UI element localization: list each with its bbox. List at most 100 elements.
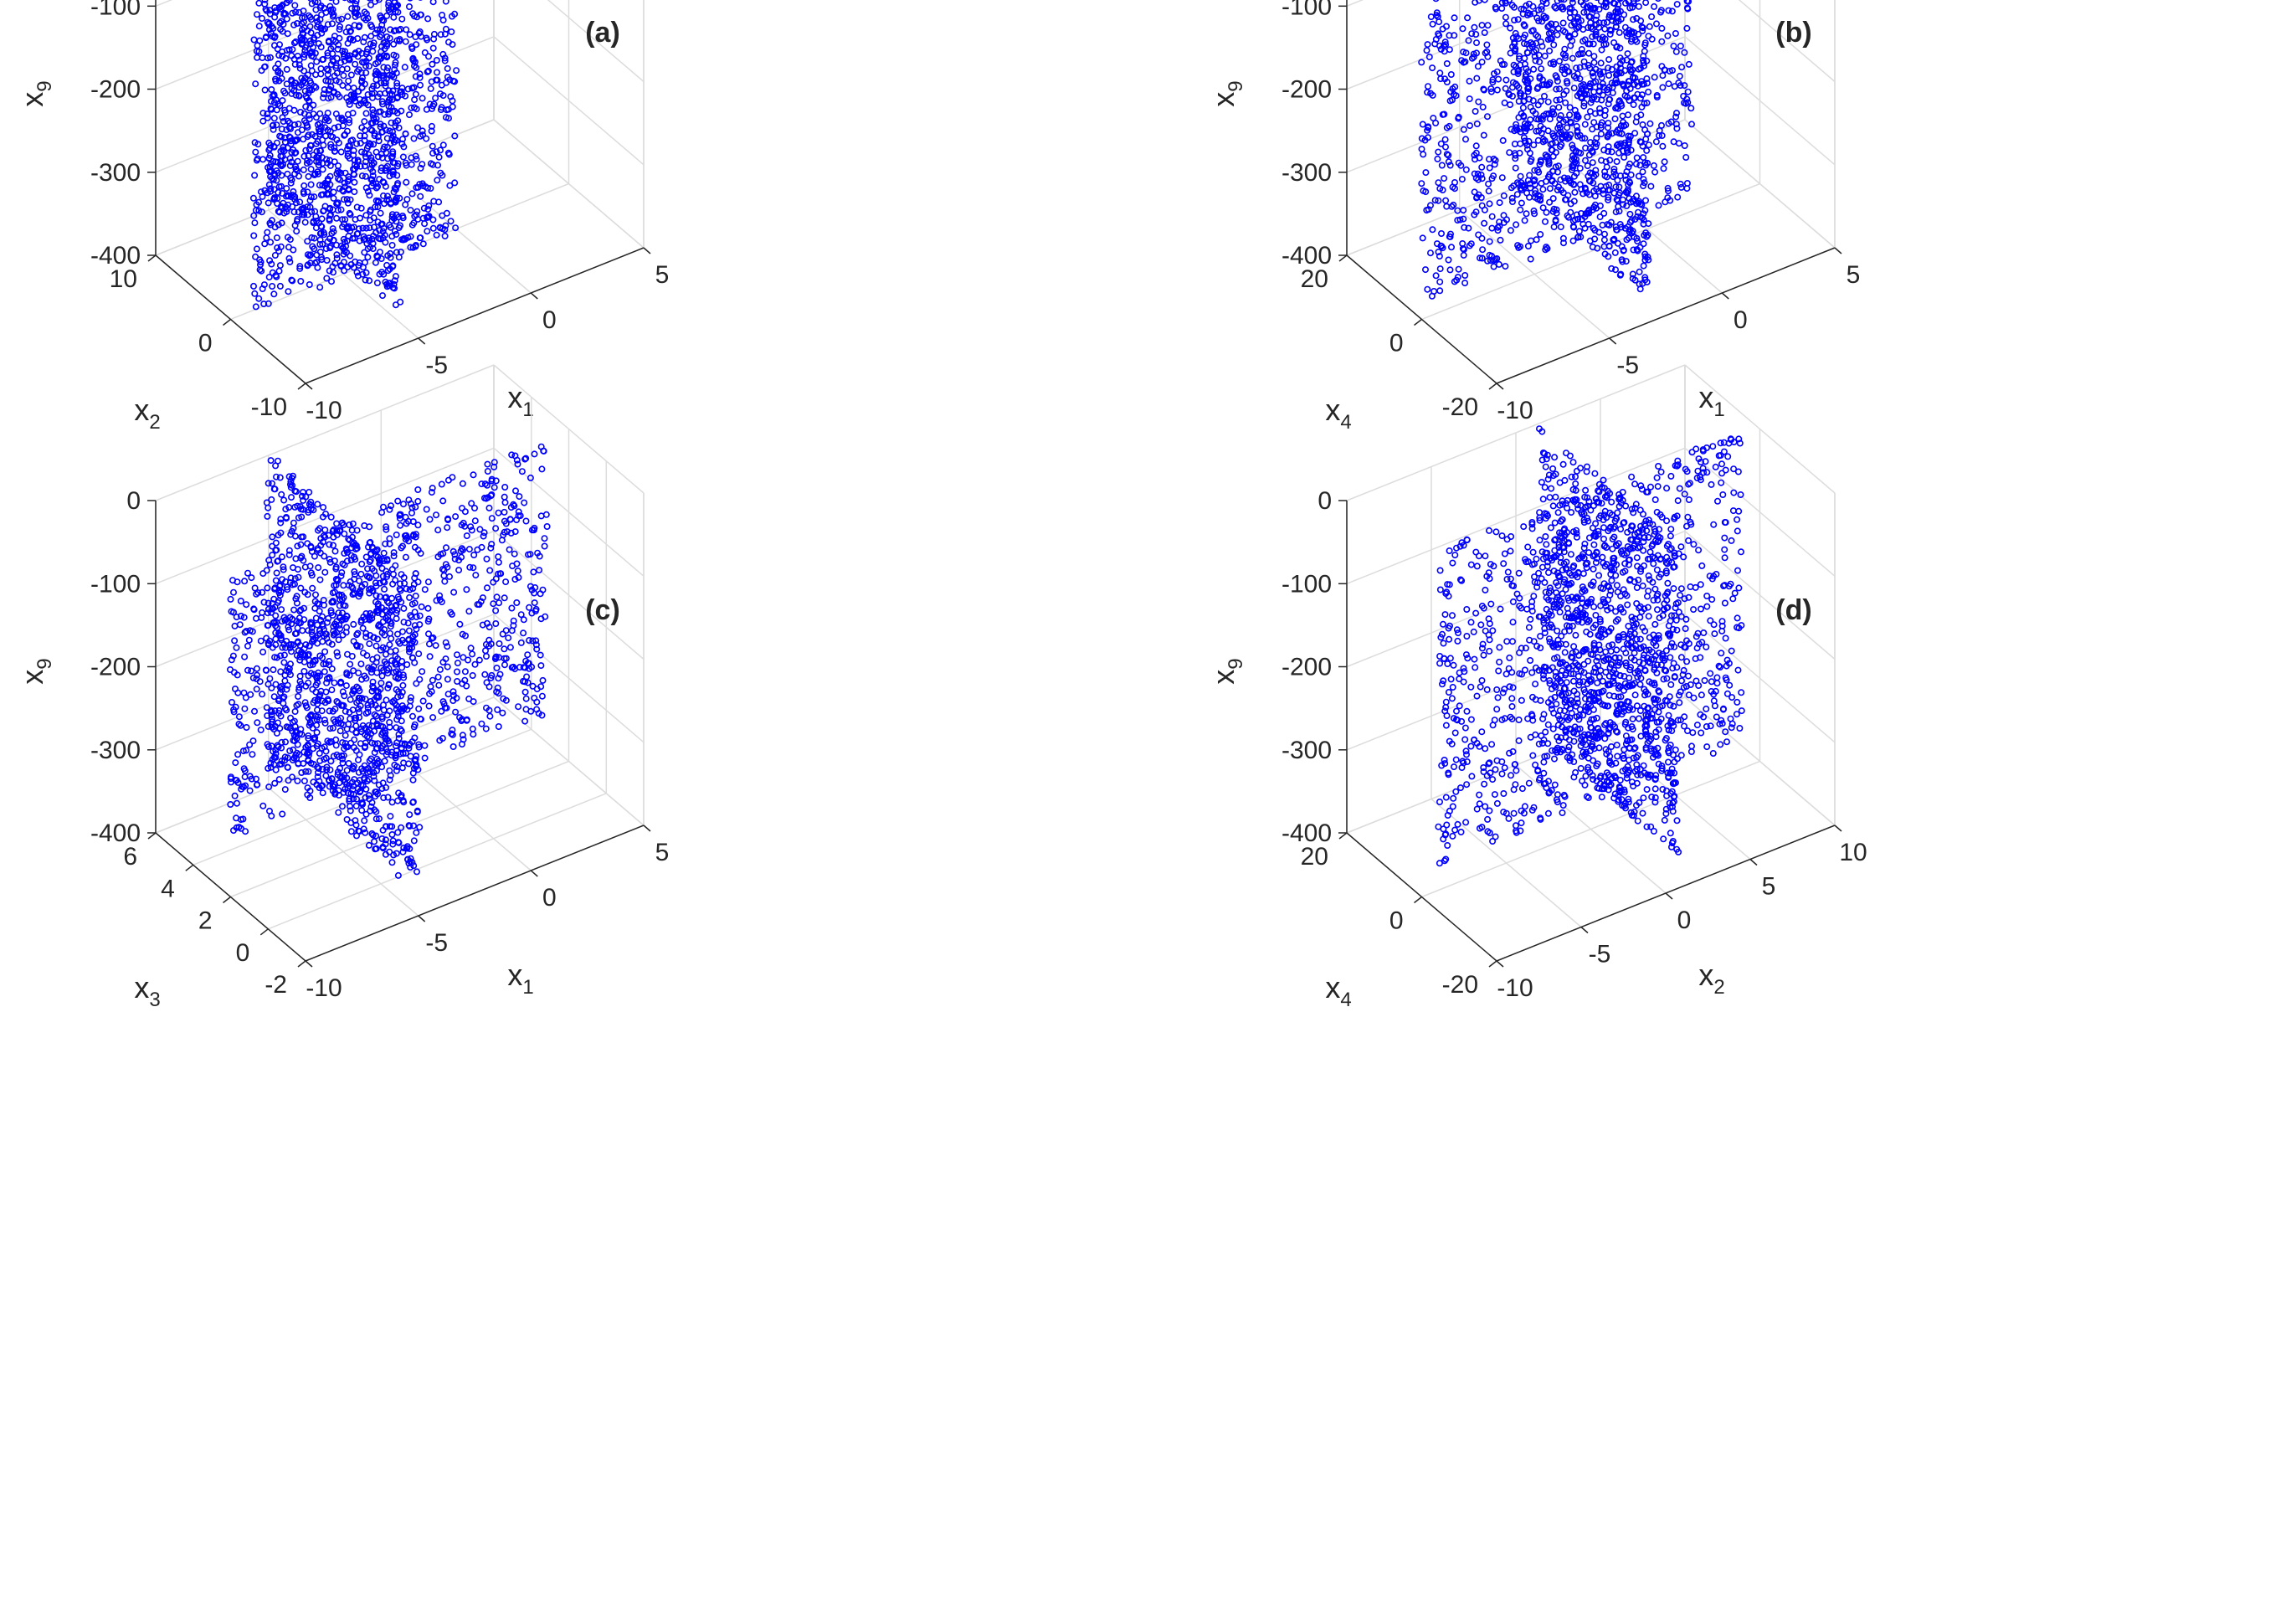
data-point: [285, 547, 293, 554]
data-point: [1509, 198, 1517, 206]
data-point: [1424, 41, 1431, 49]
data-point: [1617, 64, 1625, 72]
data-point: [1483, 41, 1491, 49]
data-point: [291, 79, 299, 86]
data-point: [1618, 243, 1626, 250]
data-point: [532, 605, 540, 613]
data-point: [1604, 132, 1611, 140]
data-point: [407, 855, 414, 862]
data-point: [371, 711, 378, 718]
data-point: [281, 738, 289, 746]
y-tick: [185, 864, 194, 871]
data-point: [326, 541, 333, 548]
data-point: [542, 511, 550, 518]
data-point: [1607, 27, 1615, 34]
data-point: [369, 172, 377, 180]
data-point: [277, 161, 285, 168]
data-point: [285, 254, 293, 262]
data-point: [378, 292, 386, 300]
data-point: [1630, 101, 1637, 109]
data-point: [253, 781, 260, 789]
data-point: [296, 263, 304, 270]
data-point: [1620, 81, 1627, 89]
data-point: [290, 21, 298, 28]
data-point: [305, 131, 312, 139]
data-point: [419, 668, 426, 676]
data-point: [1558, 0, 1564, 3]
data-point: [1530, 10, 1538, 18]
data-point: [412, 90, 419, 98]
data-point: [1645, 256, 1652, 264]
data-point: [268, 496, 275, 503]
data-point: [339, 47, 347, 54]
data-point: [1631, 130, 1639, 137]
data-point: [345, 223, 352, 230]
data-point: [1570, 18, 1578, 26]
data-point: [1647, 182, 1655, 190]
data-point: [329, 783, 336, 790]
data-point: [537, 683, 545, 691]
data-point: [1582, 144, 1590, 152]
data-point: [1552, 218, 1559, 225]
data-point: [393, 53, 400, 60]
data-point: [322, 77, 330, 85]
data-point: [404, 85, 412, 93]
x-tick: [305, 383, 313, 390]
data-point: [388, 119, 395, 126]
data-point: [1614, 177, 1621, 184]
data-point: [383, 557, 391, 564]
data-point: [339, 117, 347, 125]
data-point: [1606, 157, 1614, 164]
data-point: [444, 524, 451, 532]
data-point: [353, 68, 361, 75]
data-point: [483, 584, 491, 592]
data-point: [419, 180, 426, 188]
data-point: [1537, 196, 1544, 203]
data-point: [1539, 186, 1547, 193]
data-point: [429, 150, 437, 157]
data-point: [537, 590, 544, 598]
data-point: [1523, 49, 1531, 56]
data-point: [344, 199, 352, 207]
data-point: [368, 565, 376, 573]
data-point: [419, 95, 426, 102]
data-point: [1600, 41, 1608, 49]
data-point: [1554, 31, 1561, 39]
data-point: [1610, 237, 1617, 244]
data-point: [353, 269, 361, 276]
data-point: [350, 264, 357, 271]
data-point: [361, 162, 368, 170]
data-point: [1646, 120, 1654, 127]
data-point: [283, 185, 290, 193]
data-point: [347, 35, 355, 43]
data-point: [283, 65, 290, 73]
data-point: [265, 26, 273, 33]
data-point: [259, 588, 266, 596]
data-point: [1608, 265, 1615, 272]
data-point: [285, 124, 293, 131]
data-point: [429, 0, 437, 6]
data-point: [1442, 197, 1450, 204]
data-point: [436, 665, 444, 673]
data-point: [1441, 175, 1448, 182]
data-point: [226, 665, 234, 673]
data-point: [321, 527, 329, 534]
data-point: [296, 109, 304, 116]
data-point: [261, 86, 269, 94]
data-point: [389, 263, 397, 270]
data-point: [280, 106, 288, 114]
data-point: [335, 16, 342, 23]
data-point: [405, 3, 413, 11]
data-point: [307, 40, 315, 48]
data-point: [1665, 120, 1672, 127]
data-point: [1427, 202, 1435, 209]
data-point: [281, 617, 289, 624]
data-point: [240, 689, 248, 696]
data-point: [1553, 85, 1560, 93]
data-point: [390, 13, 398, 21]
data-point: [387, 254, 394, 261]
data-point: [369, 106, 377, 114]
data-point: [1435, 30, 1442, 38]
data-point: [1611, 116, 1619, 123]
data-point: [1498, 5, 1506, 13]
